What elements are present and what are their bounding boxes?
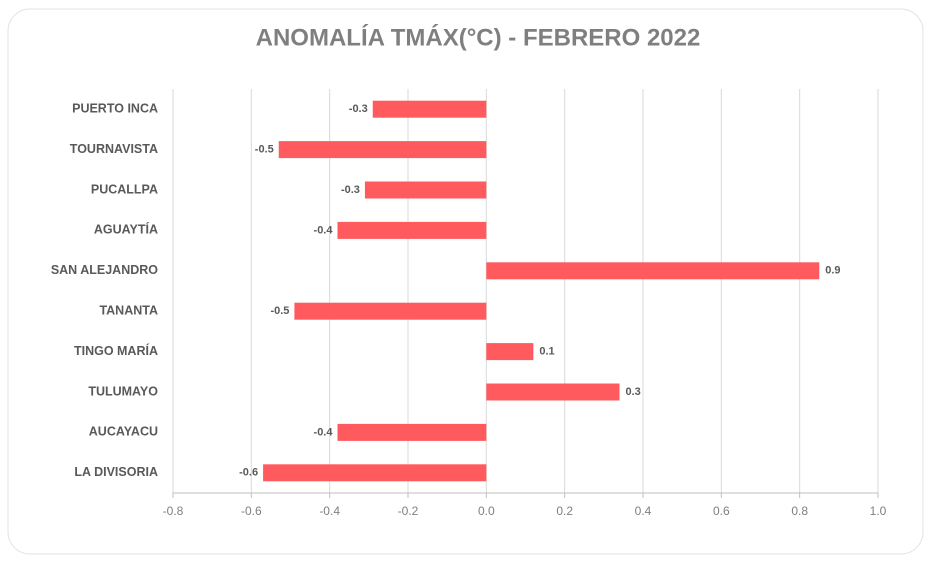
data-label: -0.4 [314, 224, 334, 236]
y-tick-label: TINGO MARÍA [74, 343, 158, 358]
bar [372, 100, 487, 118]
data-label: -0.3 [341, 184, 360, 196]
x-tick-label: -0.2 [398, 504, 419, 518]
x-tick-label: -0.8 [163, 504, 184, 518]
bar [278, 141, 487, 159]
x-tick-label: -0.4 [319, 504, 340, 518]
y-tick-label: AUCAYACU [89, 425, 158, 439]
x-tick-label: 0.4 [635, 504, 652, 518]
bar [486, 262, 820, 280]
data-label: -0.5 [270, 305, 289, 317]
y-tick-label: AGUAYTÍA [94, 222, 158, 237]
x-tick-label: 0.2 [556, 504, 573, 518]
bar [294, 302, 487, 320]
data-label: -0.3 [349, 103, 368, 115]
y-tick-label: LA DIVISORIA [74, 465, 158, 479]
bar [263, 464, 487, 482]
data-label: -0.5 [255, 144, 274, 156]
chart-card [7, 8, 924, 555]
data-label: 0.9 [825, 265, 840, 277]
x-tick-label: 0.8 [791, 504, 808, 518]
x-tick-label: -0.6 [241, 504, 262, 518]
y-tick-label: TANANTA [99, 303, 158, 317]
y-tick-label: TOURNAVISTA [70, 142, 158, 156]
chart-title: ANOMALÍA TMÁX(°C) - FEBRERO 2022 [256, 23, 701, 51]
bar [486, 343, 534, 361]
data-label: 0.1 [539, 346, 554, 358]
bar [364, 181, 487, 199]
y-tick-label: SAN ALEJANDRO [51, 263, 158, 277]
y-tick-label: TULUMAYO [88, 384, 158, 398]
y-tick-label: PUERTO INCA [72, 101, 158, 115]
data-label: -0.6 [239, 467, 258, 479]
x-tick-label: 0.0 [478, 504, 495, 518]
bar [337, 423, 487, 441]
data-label: -0.4 [314, 426, 334, 438]
bar [337, 221, 487, 239]
y-tick-label: PUCALLPA [91, 182, 158, 196]
bar [486, 383, 620, 401]
data-label: 0.3 [626, 386, 641, 398]
x-tick-label: 1.0 [870, 504, 887, 518]
x-tick-label: 0.6 [713, 504, 730, 518]
